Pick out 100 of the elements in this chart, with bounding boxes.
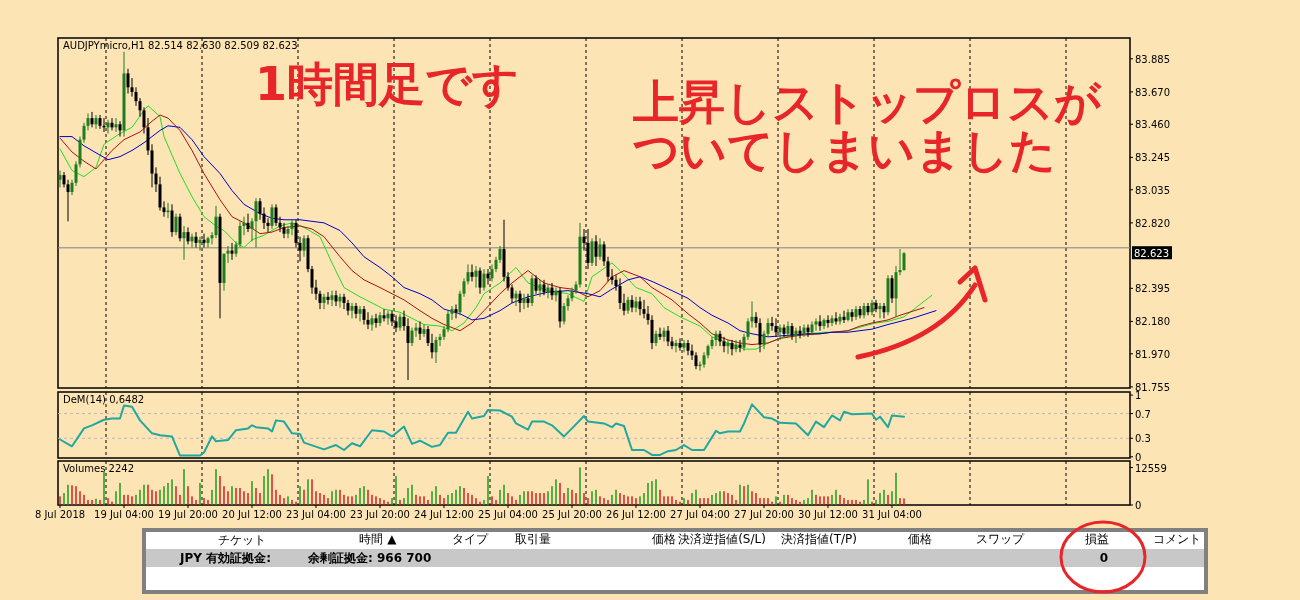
x-tick-label: 20 Jul 12:00 — [222, 509, 282, 520]
x-tick-label: 23 Jul 04:00 — [286, 509, 346, 520]
y-tick-label: 83.460 — [1135, 119, 1170, 131]
line-series — [59, 403, 905, 457]
candlestick — [518, 290, 522, 313]
candlestick — [326, 291, 330, 306]
candlestick — [178, 213, 182, 242]
candlestick — [446, 310, 450, 333]
candlestick — [682, 339, 686, 353]
candlestick — [214, 205, 218, 239]
candlestick — [526, 293, 530, 309]
candlestick — [470, 263, 474, 282]
candlestick — [422, 324, 426, 338]
candlestick — [90, 111, 94, 128]
candlestick — [246, 213, 250, 233]
text: 価格 — [908, 532, 932, 546]
candlestick — [598, 237, 602, 261]
candlestick — [358, 305, 362, 322]
candlestick — [814, 317, 818, 332]
candlestick — [866, 302, 870, 316]
candlestick — [370, 314, 374, 332]
candlestick — [730, 339, 734, 356]
candlestick — [410, 327, 414, 347]
candlestick — [882, 302, 886, 319]
candlestick — [362, 305, 366, 326]
candlestick — [330, 290, 334, 307]
candlestick — [418, 320, 422, 341]
x-tick-label: 27 Jul 20:00 — [734, 509, 794, 520]
candlestick — [406, 317, 410, 381]
candlestick — [758, 317, 762, 353]
candlestick — [722, 336, 726, 353]
candlestick — [738, 339, 742, 353]
candlestick — [198, 236, 202, 252]
candlestick — [534, 274, 538, 295]
y-tick-label: 82.180 — [1135, 316, 1170, 328]
candlestick — [290, 219, 294, 236]
y-tick-label: 83.670 — [1135, 86, 1170, 98]
y-tick-label: 82.820 — [1135, 217, 1170, 229]
candlestick — [282, 222, 286, 239]
x-tick-label: 25 Jul 20:00 — [542, 509, 602, 520]
chart-title: DeM(14) 0,6482 — [63, 394, 145, 405]
candlestick — [686, 339, 690, 356]
x-tick-label: 25 Jul 04:00 — [478, 509, 538, 520]
text: JPY 有効証拠金: — [179, 551, 271, 565]
candlestick — [374, 313, 378, 329]
candlestick — [638, 296, 642, 316]
candlestick — [318, 290, 322, 310]
chart-title: Volumes 2242 — [63, 463, 135, 474]
text: 決済指値(T/P) — [781, 532, 857, 546]
annotation: 上昇しストップロスが — [633, 75, 1102, 129]
candlestick — [482, 268, 486, 292]
candlestick — [206, 236, 210, 249]
candlestick — [822, 317, 826, 330]
candlestick — [782, 324, 786, 338]
x-tick-label: 19 Jul 20:00 — [158, 509, 218, 520]
y-tick-label: 81.970 — [1135, 348, 1170, 360]
y-tick-label: 83.035 — [1135, 184, 1170, 196]
candlestick — [118, 120, 122, 138]
x-tick-label: 19 Jul 04:00 — [94, 509, 154, 520]
text: 余剰証拠金: 966 700 — [307, 551, 432, 565]
annotation: 82.623 — [1134, 248, 1169, 260]
chart-title: AUDJPYmicro,H1 82.514 82.630 82.509 82.623 — [63, 40, 298, 51]
candlestick — [334, 290, 338, 307]
text: 損益 — [1085, 532, 1109, 546]
x-tick-label: 23 Jul 20:00 — [350, 509, 410, 520]
y-tick-label: 0.7 — [1135, 408, 1151, 420]
candlestick — [186, 226, 190, 245]
text: 価格 — [652, 532, 676, 546]
text: 取引量 — [515, 532, 551, 546]
candlestick — [354, 302, 358, 319]
candlestick — [230, 242, 234, 261]
text: 決済逆指値(S/L) — [678, 532, 766, 546]
candlestick — [522, 293, 526, 310]
candlestick — [818, 314, 822, 332]
candlestick — [430, 333, 434, 359]
x-tick-label: 27 Jul 04:00 — [670, 509, 730, 520]
candlestick — [266, 217, 270, 233]
y-tick-label: 0 — [1135, 500, 1142, 511]
y-tick-label: 82.395 — [1135, 283, 1170, 295]
candlestick — [802, 324, 806, 338]
candlestick — [798, 325, 802, 339]
candlestick — [674, 339, 678, 353]
candlestick — [714, 330, 718, 347]
candlestick — [270, 203, 274, 230]
candlestick — [826, 314, 830, 329]
candlestick — [890, 274, 894, 304]
x-tick-label: 8 Jul 2018 — [34, 509, 86, 520]
candlestick — [382, 308, 386, 322]
candlestick — [630, 294, 634, 313]
candlestick — [550, 282, 554, 301]
candlestick — [170, 203, 174, 238]
candlestick — [254, 197, 258, 249]
candlestick — [726, 339, 730, 355]
candlestick — [902, 251, 906, 272]
candlestick — [350, 302, 354, 319]
candlestick — [366, 311, 370, 330]
x-tick-label: 30 Jul 12:00 — [798, 509, 858, 520]
candlestick — [346, 299, 350, 316]
candlestick — [830, 314, 834, 327]
candlestick — [94, 114, 98, 130]
